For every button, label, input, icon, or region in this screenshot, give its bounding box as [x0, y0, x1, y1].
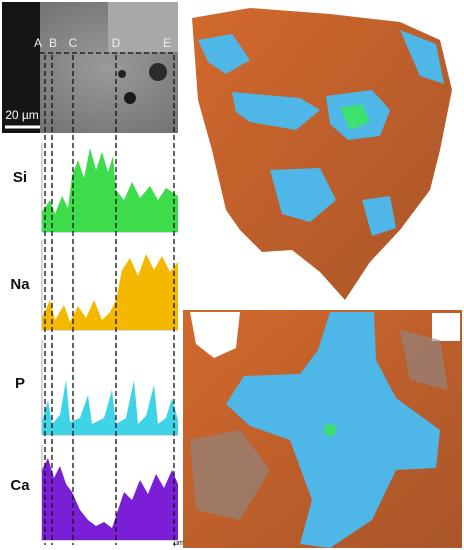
x-unit: µm: [174, 540, 184, 547]
scale-label: 20 µm: [5, 108, 39, 122]
marker: A: [34, 36, 42, 50]
element-label: Si: [13, 169, 27, 186]
na-signal: [42, 254, 178, 330]
ca-signal: [42, 458, 178, 540]
p-signal: [42, 380, 178, 435]
marker: C: [69, 36, 78, 50]
element-label: Ca: [10, 477, 30, 494]
line-scans: Si Na P Ca µm: [10, 55, 184, 547]
element-label: Na: [10, 276, 30, 293]
render-3d-bottom: [183, 310, 462, 548]
marker: D: [112, 36, 121, 50]
render-3d-top: [192, 8, 452, 300]
si-signal: [42, 148, 178, 232]
element-label: P: [15, 375, 25, 392]
sem-image: A B C D E 20 µm: [2, 2, 178, 133]
marker: B: [49, 36, 57, 50]
boundary-lines: [44, 55, 175, 545]
marker: E: [163, 36, 171, 50]
